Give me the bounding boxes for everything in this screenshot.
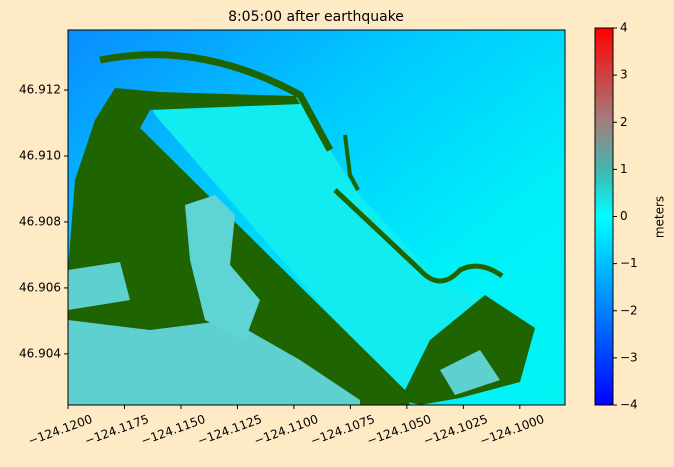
colorbar-tick-label: 0 [620, 209, 628, 223]
flooded-land [68, 320, 360, 405]
colorbar-tick-label: −2 [620, 303, 638, 317]
colorbar-tick-label: −4 [620, 398, 638, 412]
jetty [343, 134, 360, 191]
flooded-land [440, 350, 500, 395]
x-tick-label: −124.1175 [83, 412, 151, 448]
flooded-land [185, 195, 260, 340]
colorbar-tick-label: 1 [620, 162, 628, 176]
flooded-land [68, 262, 130, 310]
y-tick-label: 46.908 [19, 214, 61, 228]
x-tick-label: −124.1075 [309, 412, 377, 448]
plot-frame [67, 29, 566, 406]
y-tick-label: 46.910 [19, 148, 61, 162]
x-tick-label: −124.1150 [139, 412, 207, 448]
chart-title: 8:05:00 after earthquake [228, 9, 404, 25]
x-tick-label: −124.1025 [422, 412, 490, 448]
y-tick-label: 46.904 [19, 346, 61, 360]
colorbar-tick-label: 4 [620, 21, 628, 35]
x-tick-label: −124.1200 [26, 412, 94, 448]
land [68, 88, 410, 405]
colorbar-tick-label: −1 [620, 256, 638, 270]
colorbar-label: meters [653, 196, 667, 238]
land [400, 295, 535, 405]
colorbar-tick-label: −3 [620, 350, 638, 364]
x-tick-label: −124.1100 [252, 412, 320, 448]
map [68, 30, 565, 405]
colorbar-tick-label: 3 [620, 68, 628, 82]
jetty [99, 51, 334, 152]
y-tick-label: 46.912 [19, 83, 61, 97]
y-tick-label: 46.906 [19, 280, 61, 294]
colorbar [594, 27, 614, 406]
jetty [333, 188, 504, 284]
x-tick-label: −124.1050 [365, 412, 433, 448]
harbor [150, 100, 530, 400]
x-tick-label: −124.1125 [196, 412, 264, 448]
colorbar-tick-label: 2 [620, 115, 628, 129]
x-tick-label: −124.1000 [478, 412, 546, 448]
